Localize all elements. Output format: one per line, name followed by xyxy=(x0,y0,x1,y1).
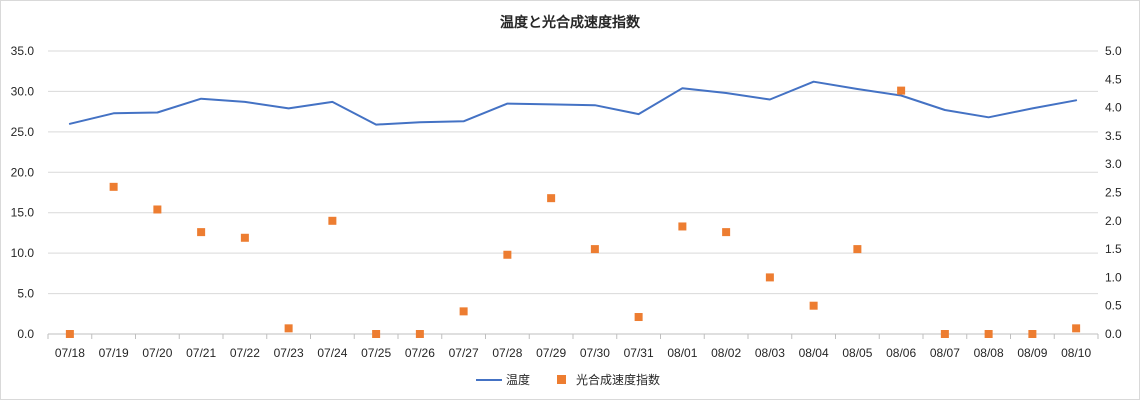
photosynthesis-point xyxy=(240,233,249,242)
x-tick-label: 07/21 xyxy=(186,346,216,360)
left-tick-label: 5.0 xyxy=(17,287,34,301)
x-tick-label: 07/28 xyxy=(492,346,522,360)
temperature-line xyxy=(68,80,1078,126)
series-photosynthesis xyxy=(65,86,1081,338)
x-tick-label: 08/02 xyxy=(711,346,741,360)
photosynthesis-point xyxy=(678,222,687,231)
x-tick-label: 07/30 xyxy=(580,346,610,360)
x-tick-label: 07/22 xyxy=(230,346,260,360)
right-tick-label: 0.0 xyxy=(1105,327,1122,341)
left-tick-label: 20.0 xyxy=(11,165,35,179)
right-tick-label: 2.5 xyxy=(1105,186,1122,200)
legend-square-marker xyxy=(557,375,566,384)
right-tick-label: 5.0 xyxy=(1105,44,1122,58)
left-tick-label: 15.0 xyxy=(11,206,35,220)
left-tick-label: 0.0 xyxy=(17,327,34,341)
left-tick-label: 10.0 xyxy=(11,246,35,260)
photosynthesis-point xyxy=(65,330,74,338)
photosynthesis-point xyxy=(897,86,906,95)
chart-title: 温度と光合成速度指数 xyxy=(500,14,641,31)
x-tick-label: 08/01 xyxy=(667,346,697,360)
photosynthesis-point xyxy=(590,245,599,254)
photosynthesis-point xyxy=(328,216,337,225)
right-tick-label: 1.0 xyxy=(1105,270,1122,284)
x-tick-label: 07/23 xyxy=(274,346,304,360)
photosynthesis-point xyxy=(853,245,862,254)
photosynthesis-point xyxy=(284,324,293,333)
right-tick-label: 4.5 xyxy=(1105,72,1122,86)
left-axis-ticks: 0.0 5.0 10.0 15.0 20.0 25.0 30.0 35.0 xyxy=(11,44,35,341)
right-tick-label: 3.5 xyxy=(1105,129,1122,143)
right-tick-label: 1.5 xyxy=(1105,242,1122,256)
photosynthesis-point xyxy=(415,330,424,338)
right-tick-label: 4.0 xyxy=(1105,101,1122,115)
x-tick-label: 08/07 xyxy=(930,346,960,360)
photosynthesis-point xyxy=(765,273,774,282)
x-tick-label: 07/19 xyxy=(99,346,129,360)
x-tick-label: 07/24 xyxy=(317,346,347,360)
left-tick-label: 30.0 xyxy=(11,84,35,98)
x-tick-label: 07/25 xyxy=(361,346,391,360)
left-tick-label: 25.0 xyxy=(11,125,35,139)
photosynthesis-point xyxy=(1028,330,1037,338)
right-axis-ticks: 0.0 0.5 1.0 1.5 2.0 2.5 3.0 3.5 4.0 4.5 5.0 xyxy=(1105,44,1122,341)
photosynthesis-point xyxy=(634,313,643,322)
right-tick-label: 2.0 xyxy=(1105,214,1122,228)
x-tick-label: 07/31 xyxy=(624,346,654,360)
x-tick-label: 08/05 xyxy=(842,346,872,360)
x-tick-label: 08/06 xyxy=(886,346,916,360)
photosynthesis-point xyxy=(372,330,381,338)
x-tick-label: 07/20 xyxy=(142,346,172,360)
photosynthesis-point xyxy=(940,330,949,338)
gridlines xyxy=(48,50,1098,335)
photosynthesis-point xyxy=(809,301,818,310)
legend-label-temperature: 温度 xyxy=(506,372,530,387)
x-tick-label: 07/18 xyxy=(55,346,85,360)
photosynthesis-point xyxy=(459,307,468,316)
x-axis-ticks: 07/18 07/19 07/20 07/21 07/22 07/23 07/24 07/25… xyxy=(47,334,1099,360)
photosynthesis-point xyxy=(1072,324,1081,333)
photosynthesis-point xyxy=(109,182,118,191)
x-tick-label: 08/03 xyxy=(755,346,785,360)
series-temperature xyxy=(68,80,1078,126)
x-tick-label: 08/08 xyxy=(974,346,1004,360)
x-tick-label: 08/10 xyxy=(1061,346,1091,360)
right-tick-label: 0.5 xyxy=(1105,299,1122,313)
x-tick-label: 08/09 xyxy=(1017,346,1047,360)
x-tick-label: 07/29 xyxy=(536,346,566,360)
photosynthesis-point xyxy=(503,250,512,259)
photosynthesis-point xyxy=(722,228,731,237)
photosynthesis-point xyxy=(984,330,993,338)
photosynthesis-point xyxy=(197,228,206,237)
left-tick-label: 35.0 xyxy=(11,44,35,58)
legend: 温度 光合成速度指数 xyxy=(476,372,660,387)
x-tick-label: 07/27 xyxy=(449,346,479,360)
photosynthesis-point xyxy=(153,205,162,214)
right-tick-label: 3.0 xyxy=(1105,157,1122,171)
legend-label-photosynthesis: 光合成速度指数 xyxy=(576,372,660,387)
photosynthesis-point xyxy=(547,194,556,203)
x-tick-label: 07/26 xyxy=(405,346,435,360)
x-tick-label: 08/04 xyxy=(799,346,829,360)
